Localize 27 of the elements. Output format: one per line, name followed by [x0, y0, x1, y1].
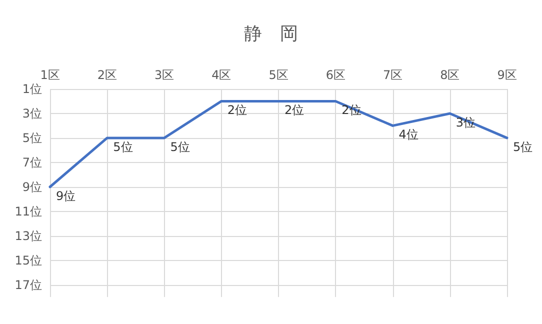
data-label: 5位 [513, 140, 533, 154]
chart-title: 静 岡 [244, 24, 298, 44]
x-tick-label: 7区 [382, 68, 403, 82]
x-tick-label: 4区 [212, 68, 232, 82]
data-label: 5位 [170, 140, 190, 154]
x-tick-label: 9区 [497, 68, 517, 82]
x-tick-label: 3区 [154, 68, 174, 82]
y-tick-label: 5位 [22, 130, 42, 145]
y-tick-label: 15位 [14, 253, 42, 268]
line-series [48, 100, 508, 188]
x-tick-label: 2区 [97, 68, 117, 82]
x-tick-label: 6区 [326, 68, 346, 82]
data-label: 5位 [113, 140, 133, 154]
data-label: 2位 [284, 103, 304, 118]
y-tick-label: 7位 [22, 155, 42, 170]
y-tick-label: 11位 [14, 204, 42, 218]
y-tick-label: 9位 [22, 180, 42, 194]
y-tick-label: 17位 [14, 278, 42, 292]
x-tick-label: 8区 [440, 68, 460, 82]
x-tick-label: 5区 [268, 68, 288, 82]
data-label: 2位 [227, 103, 248, 118]
y-tick-label: 3位 [22, 106, 42, 120]
y-tick-label: 13位 [14, 228, 42, 243]
data-label: 9位 [56, 188, 76, 203]
data-label: 4位 [398, 128, 418, 142]
x-tick-label: 1区 [40, 68, 60, 82]
y-tick-label: 1位 [22, 82, 42, 96]
